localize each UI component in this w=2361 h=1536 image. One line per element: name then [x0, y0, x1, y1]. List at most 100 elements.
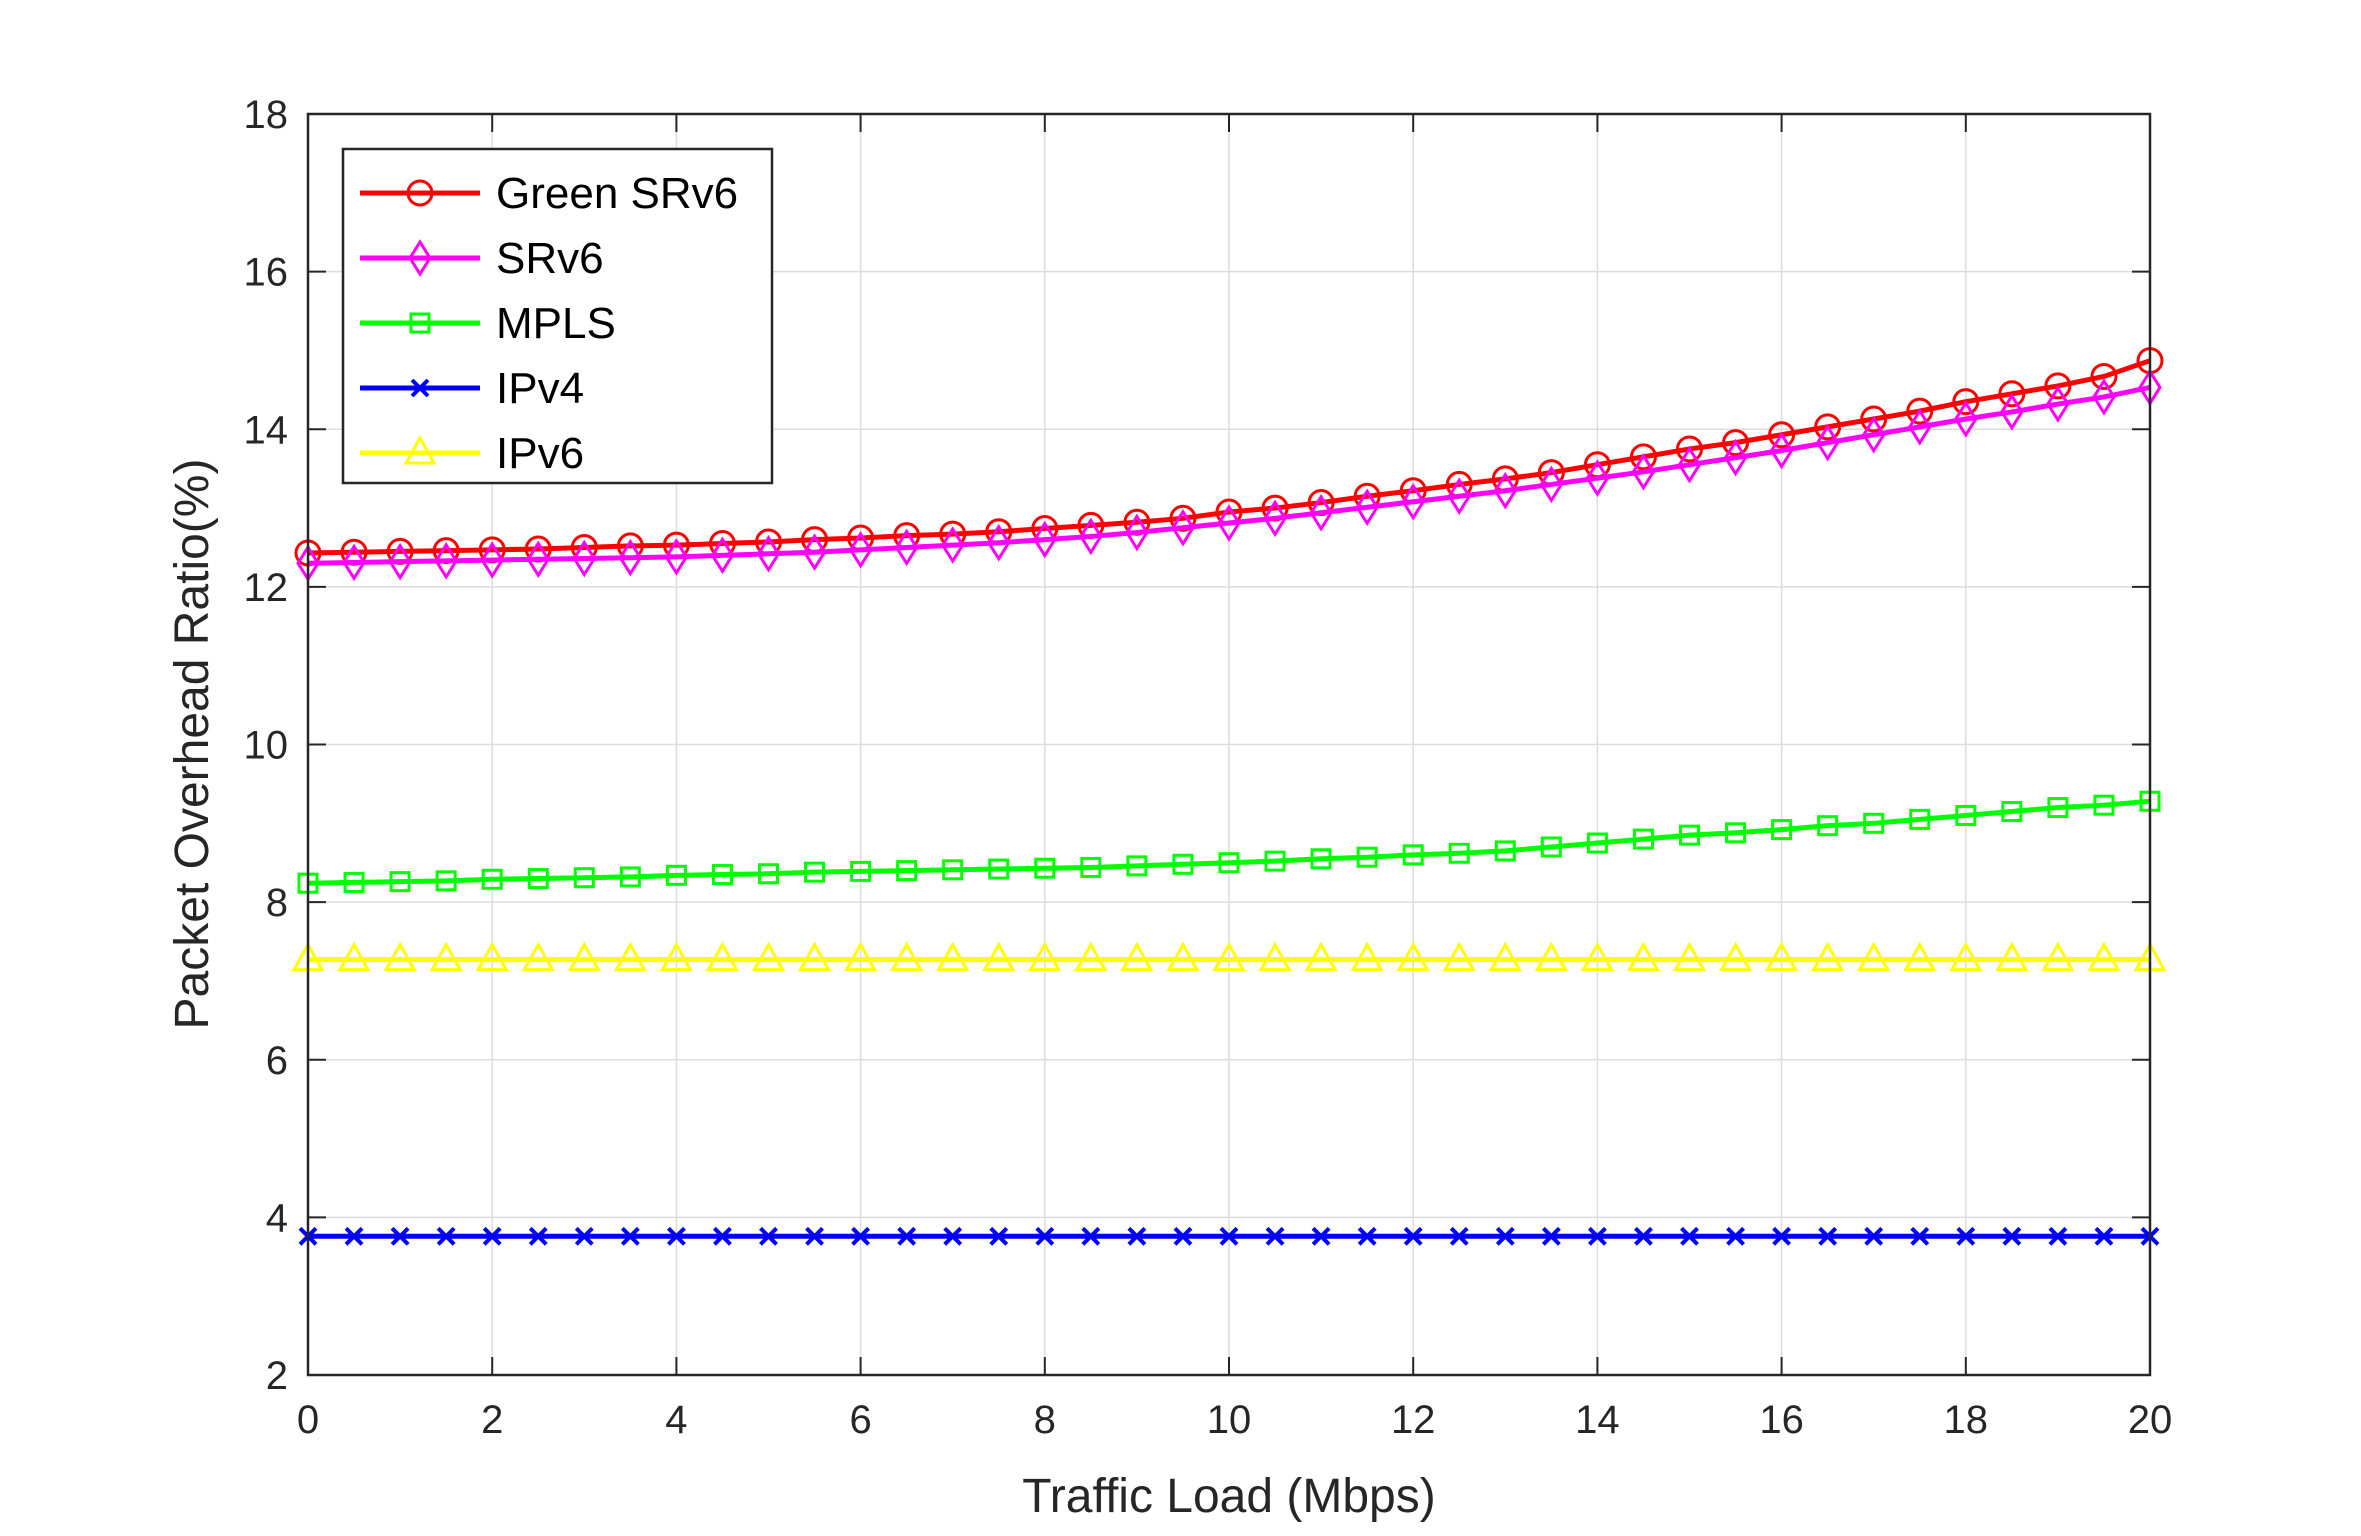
data-point-srv6	[1355, 488, 1379, 527]
data-point-mpls	[1771, 819, 1793, 841]
y-tick-label: 4	[266, 1196, 288, 1240]
data-point-ipv4	[2002, 1226, 2022, 1246]
data-point-mpls	[1080, 856, 1102, 878]
y-tick-label: 6	[266, 1039, 288, 1083]
data-point-ipv6	[1166, 941, 1200, 972]
legend-item-mpls: MPLS	[360, 299, 616, 348]
data-point-ipv4	[1910, 1226, 1930, 1246]
legend-swatch-marker	[410, 378, 430, 398]
legend-label: SRv6	[496, 234, 604, 283]
data-point-srv6	[1723, 438, 1748, 477]
data-point-green-srv6	[1722, 429, 1750, 457]
series-line-mpls	[307, 798, 2151, 886]
data-point-ipv4	[1265, 1226, 1285, 1246]
data-point-ipv4	[1127, 1226, 1147, 1246]
data-point-ipv4	[1219, 1226, 1239, 1246]
data-point-srv6	[1677, 445, 1702, 484]
data-point-srv6	[1493, 471, 1518, 510]
data-point-ipv4	[1956, 1226, 1976, 1246]
data-point-ipv6	[521, 941, 555, 972]
data-point-ipv4	[390, 1226, 410, 1246]
data-point-ipv4	[2048, 1226, 2068, 1246]
data-point-srv6	[710, 536, 735, 575]
data-point-mpls	[389, 871, 411, 893]
data-point-mpls	[942, 859, 964, 881]
y-tick-label: 12	[244, 566, 289, 610]
x-tick-label: 0	[297, 1398, 319, 1442]
data-point-srv6	[1033, 520, 1057, 559]
legend-label: IPv4	[496, 364, 584, 413]
data-point-mpls	[1448, 842, 1470, 864]
data-point-srv6	[1125, 513, 1149, 552]
data-point-ipv6	[337, 941, 371, 972]
data-point-ipv6	[1074, 941, 1108, 972]
data-point-srv6	[1769, 431, 1794, 470]
data-point-ipv6	[1534, 941, 1568, 972]
data-point-ipv6	[751, 941, 786, 972]
data-point-srv6	[1585, 459, 1610, 497]
legend-item-green-srv6: Green SRv6	[360, 169, 738, 218]
data-point-ipv4	[1680, 1226, 1699, 1246]
x-tick-label: 12	[1391, 1398, 1436, 1442]
data-point-srv6	[940, 526, 965, 564]
data-point-ipv4	[805, 1226, 824, 1246]
legend-swatch-marker	[406, 179, 434, 207]
data-point-ipv4	[1449, 1226, 1469, 1246]
data-point-ipv4	[482, 1226, 502, 1246]
x-tick-label: 4	[665, 1398, 687, 1442]
data-point-ipv6	[613, 941, 647, 972]
data-point-ipv6	[1212, 941, 1246, 972]
data-point-ipv4	[1541, 1226, 1561, 1246]
data-point-srv6	[1217, 504, 1241, 542]
data-point-ipv4	[436, 1226, 456, 1246]
x-tick-label: 6	[849, 1398, 871, 1442]
data-point-ipv4	[1634, 1226, 1653, 1246]
data-point-ipv6	[1258, 941, 1292, 972]
data-point-mpls	[1494, 840, 1516, 862]
data-point-green-srv6	[1952, 388, 1980, 416]
data-point-srv6	[342, 543, 366, 582]
data-point-mpls	[573, 867, 595, 889]
data-point-ipv4	[574, 1226, 594, 1246]
data-point-ipv4	[1726, 1226, 1745, 1246]
data-point-ipv4	[344, 1226, 364, 1246]
data-point-ipv6	[1120, 941, 1154, 972]
data-point-ipv4	[666, 1226, 686, 1246]
data-point-mpls	[850, 860, 872, 882]
data-point-mpls	[1909, 808, 1931, 830]
data-point-ipv4	[1403, 1226, 1423, 1246]
data-point-ipv4	[1818, 1226, 1838, 1246]
legend-item-ipv6: IPv6	[360, 429, 584, 478]
data-point-srv6	[1631, 452, 1656, 491]
data-point-ipv6	[659, 941, 693, 972]
y-tick-label: 18	[244, 93, 289, 137]
data-point-ipv4	[528, 1226, 548, 1246]
data-point-ipv6	[705, 941, 740, 972]
data-point-srv6	[572, 539, 597, 578]
data-point-srv6	[2000, 393, 2024, 431]
data-point-green-srv6	[1998, 380, 2026, 408]
data-point-srv6	[894, 528, 919, 567]
data-point-srv6	[664, 538, 689, 576]
data-point-ipv6	[429, 941, 463, 972]
data-point-green-srv6	[1629, 443, 1657, 471]
data-point-ipv6	[383, 941, 417, 972]
y-tick-label: 10	[244, 724, 289, 768]
data-point-ipv6	[1488, 941, 1522, 972]
data-point-mpls	[804, 861, 826, 883]
data-point-ipv4	[1311, 1226, 1331, 1246]
data-point-mpls	[1586, 832, 1608, 854]
legend-swatch-marker	[403, 434, 437, 465]
x-tick-label: 16	[1759, 1398, 1804, 1442]
data-point-srv6	[1447, 477, 1472, 516]
data-point-mpls	[665, 864, 687, 886]
data-point-srv6	[756, 534, 781, 573]
data-point-mpls	[896, 860, 918, 882]
data-point-mpls	[1632, 828, 1654, 850]
data-point-mpls	[1540, 836, 1562, 858]
data-point-ipv6	[890, 941, 924, 972]
legend: Green SRv6 SRv6 MPLS IPv4 IPv6	[341, 147, 774, 485]
data-point-ipv4	[1357, 1226, 1377, 1246]
data-point-mpls	[1034, 857, 1056, 879]
x-tick-label: 18	[1944, 1398, 1989, 1442]
